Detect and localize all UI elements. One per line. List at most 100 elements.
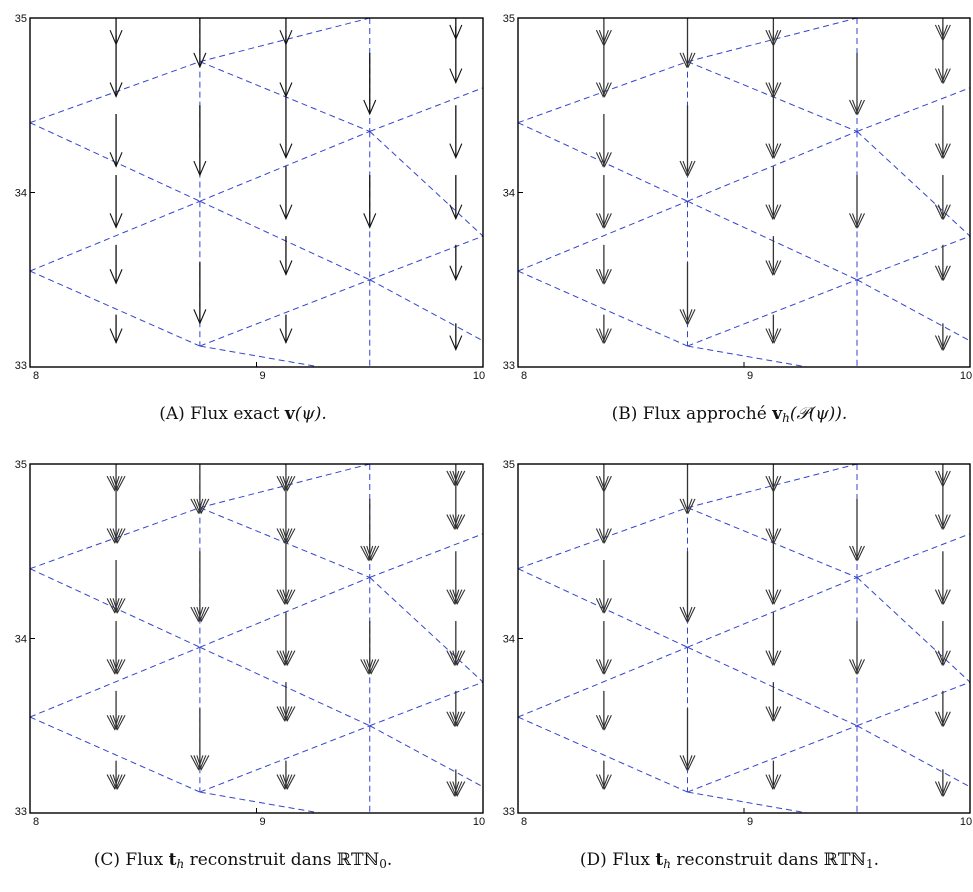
caption-c-symbol: t — [168, 850, 177, 870]
mesh-edge-16 — [199, 791, 323, 813]
flux-arrow-11 — [765, 96, 782, 159]
flux-arrow-14 — [279, 314, 293, 344]
mesh-edge-15 — [369, 131, 483, 237]
flux-arrow-10 — [765, 481, 782, 544]
plot-frame — [517, 463, 971, 814]
mesh-edge-18 — [199, 61, 370, 132]
mesh-edge-10 — [369, 533, 483, 578]
caption-d-symbol: t — [655, 850, 664, 870]
flux-arrow-7 — [679, 105, 696, 177]
flux-arrow-22 — [934, 323, 951, 351]
y-tick-label-2: 35 — [15, 459, 27, 471]
flux-arrow-1 — [109, 35, 123, 98]
flux-arrow-8 — [679, 262, 696, 325]
flux-arrow-21 — [446, 690, 466, 728]
mesh-edge-8 — [30, 122, 201, 202]
y-tick-label-0: 33 — [503, 360, 515, 372]
flux-arrow-1 — [595, 35, 612, 98]
flux-arrow-5 — [106, 760, 126, 790]
flux-arrow-12 — [765, 612, 782, 667]
flux-arrow-21 — [934, 244, 951, 282]
mesh-edge-15 — [856, 577, 970, 683]
flux-arrow-4 — [595, 244, 612, 285]
flux-arrow-21 — [934, 690, 951, 728]
mesh-edge-10 — [856, 533, 970, 578]
mesh-edge-9 — [199, 130, 370, 202]
mesh-edge-11 — [518, 200, 688, 272]
flux-arrow-19 — [449, 105, 463, 159]
flux-arrow-6 — [193, 18, 207, 69]
mesh-edge-7 — [687, 18, 858, 63]
x-tick-label-1: 9 — [747, 816, 753, 828]
flux-arrow-19 — [446, 551, 466, 606]
flux-arrow-10 — [279, 35, 293, 98]
plot-frame — [29, 17, 484, 368]
caption-a: (A) Flux exact v(ψ). — [0, 404, 486, 424]
caption-a-symbol: v — [284, 404, 295, 424]
caption-d-end: . — [873, 850, 880, 870]
flux-arrow-4 — [109, 244, 123, 285]
y-tick-label-0: 33 — [503, 806, 515, 818]
x-tick-label-2: 10 — [473, 816, 485, 828]
caption-d-subscript: h — [663, 857, 671, 871]
mesh-edge-12 — [518, 270, 688, 347]
flux-arrow-15 — [849, 52, 865, 116]
mesh-edge-7 — [199, 18, 370, 63]
caption-c-text: Flux — [120, 850, 169, 870]
flux-arrow-18 — [446, 472, 466, 530]
flux-arrow-12 — [276, 612, 296, 667]
y-tick-label-1: 34 — [503, 634, 515, 646]
mesh-edge-15 — [369, 577, 483, 683]
mesh-edge-10 — [856, 87, 970, 132]
caption-d: (D) Flux th reconstruit dans ℝ𝕋ℕ1. — [486, 850, 973, 871]
mesh — [30, 464, 483, 813]
mesh-edge-16 — [687, 345, 811, 367]
flux-arrow-13 — [276, 682, 296, 722]
arrows — [595, 464, 951, 797]
panel-b-plot: 8 9 10 33 34 35 — [503, 13, 972, 382]
caption-b-symbol: v — [772, 404, 783, 424]
caption-d-space-index: 1 — [866, 857, 874, 871]
mesh-edge-19 — [199, 200, 370, 281]
x-tick-label-2: 10 — [473, 370, 485, 382]
flux-arrow-18 — [934, 26, 951, 84]
y-tick-label-2: 35 — [503, 459, 515, 471]
plot-frame — [517, 17, 971, 368]
caption-b-subscript: h — [782, 411, 790, 425]
arrows — [595, 18, 951, 351]
flux-arrow-3 — [109, 175, 123, 229]
flux-arrow-5 — [109, 314, 123, 344]
mesh-edge-9 — [687, 130, 858, 202]
flux-arrow-19 — [934, 105, 951, 159]
flux-arrow-10 — [765, 35, 782, 98]
flux-arrow-2 — [109, 113, 123, 168]
mesh-edge-10 — [369, 87, 483, 132]
mesh-edge-11 — [30, 646, 201, 718]
flux-arrow-13 — [765, 682, 782, 722]
mesh-edge-14 — [369, 681, 483, 727]
flux-arrow-2 — [106, 559, 126, 614]
x-tick-label-1: 9 — [260, 816, 266, 828]
panel-d: 8 9 10 33 34 35 (D) Flux th reconstruit dans … — [486, 446, 973, 892]
x-tick-label-1: 9 — [747, 370, 753, 382]
flux-arrow-16 — [363, 175, 377, 229]
y-tick-label-2: 35 — [15, 13, 27, 25]
flux-arrow-5 — [595, 314, 612, 344]
y-tick-label-0: 33 — [15, 806, 27, 818]
mesh-edge-11 — [518, 646, 688, 718]
mesh-edge-7 — [199, 464, 370, 509]
flux-arrow-11 — [279, 96, 293, 159]
flux-arrow-7 — [190, 551, 210, 623]
mesh-edge-13 — [687, 725, 858, 793]
flux-arrow-12 — [279, 166, 293, 221]
mesh-edge-12 — [30, 716, 201, 793]
mesh-edge-14 — [856, 235, 970, 281]
caption-c-letter: (C) — [93, 850, 121, 870]
mesh-edge-13 — [687, 279, 858, 347]
flux-arrow-12 — [765, 166, 782, 221]
x-tick-label-2: 10 — [960, 370, 972, 382]
flux-arrow-14 — [765, 760, 782, 790]
flux-arrow-22 — [934, 769, 951, 797]
flux-arrow-20 — [934, 175, 951, 221]
mesh-edge-8 — [30, 568, 201, 648]
